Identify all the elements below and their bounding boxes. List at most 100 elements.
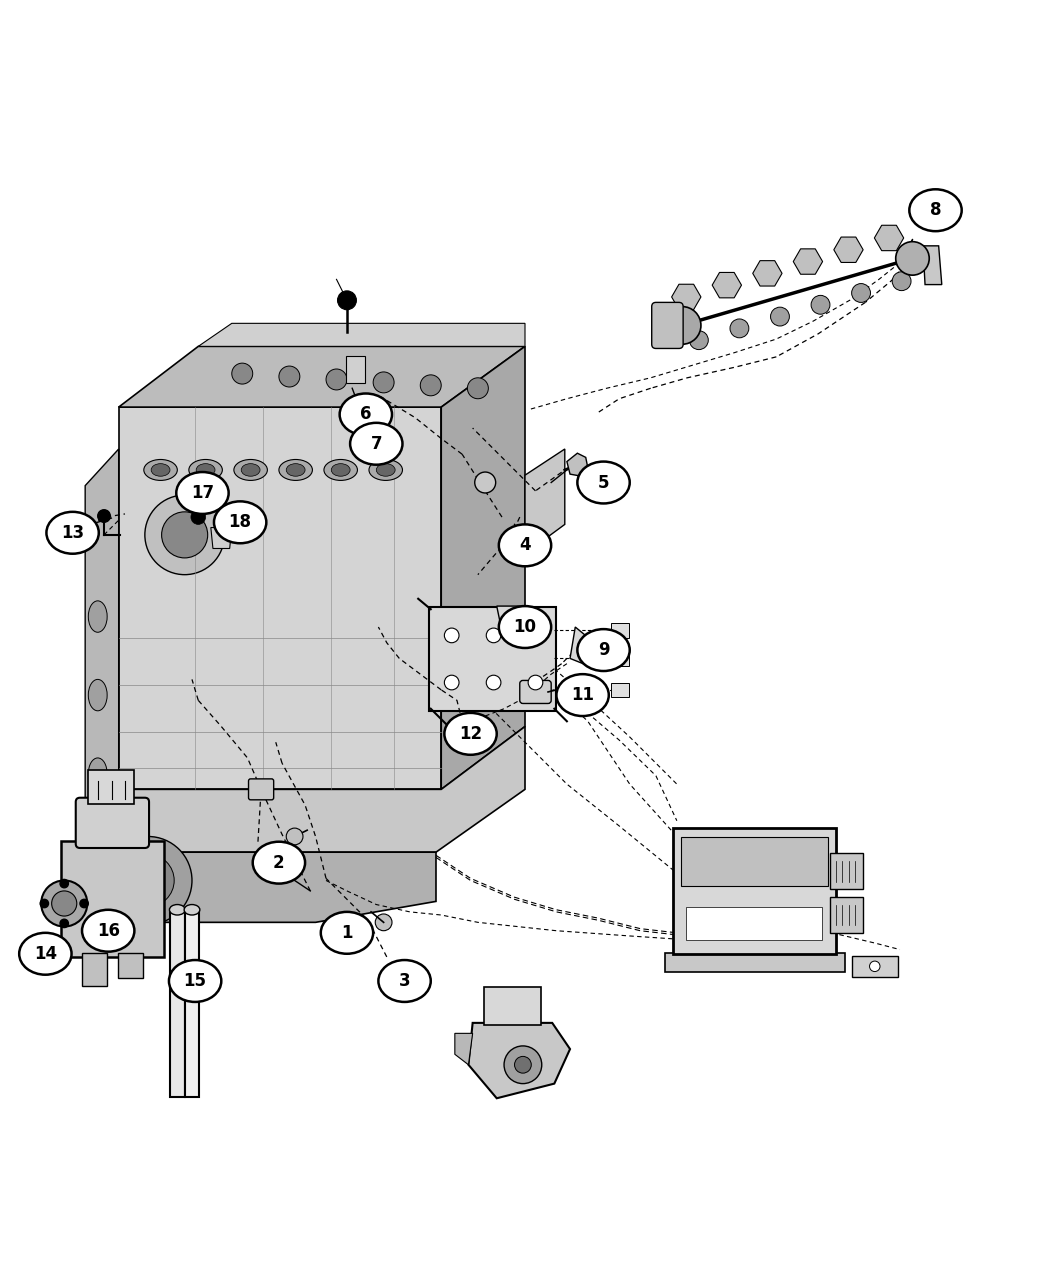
Text: 15: 15 xyxy=(184,972,207,989)
Text: 17: 17 xyxy=(191,484,214,502)
FancyBboxPatch shape xyxy=(520,681,551,704)
Text: 8: 8 xyxy=(929,201,941,219)
Circle shape xyxy=(486,676,501,690)
Circle shape xyxy=(327,368,346,390)
FancyBboxPatch shape xyxy=(185,909,200,1098)
Polygon shape xyxy=(441,347,525,789)
Polygon shape xyxy=(468,1023,570,1098)
FancyBboxPatch shape xyxy=(611,652,629,666)
FancyBboxPatch shape xyxy=(830,853,863,889)
Text: 9: 9 xyxy=(597,641,609,659)
FancyBboxPatch shape xyxy=(118,952,143,978)
Ellipse shape xyxy=(234,459,268,481)
FancyBboxPatch shape xyxy=(249,779,274,799)
Polygon shape xyxy=(525,449,565,553)
Circle shape xyxy=(504,1046,542,1084)
Ellipse shape xyxy=(339,394,392,435)
Ellipse shape xyxy=(499,524,551,566)
Circle shape xyxy=(528,629,543,643)
FancyBboxPatch shape xyxy=(345,356,364,382)
Ellipse shape xyxy=(184,904,200,915)
FancyBboxPatch shape xyxy=(611,682,629,697)
FancyBboxPatch shape xyxy=(830,898,863,933)
Circle shape xyxy=(892,272,911,291)
Polygon shape xyxy=(875,226,904,251)
Circle shape xyxy=(514,1057,531,1074)
Circle shape xyxy=(373,372,394,393)
Circle shape xyxy=(80,899,88,908)
Ellipse shape xyxy=(556,674,609,717)
Circle shape xyxy=(60,880,68,887)
Circle shape xyxy=(337,291,356,310)
Ellipse shape xyxy=(176,472,229,514)
Ellipse shape xyxy=(324,459,357,481)
Circle shape xyxy=(896,242,929,275)
Circle shape xyxy=(664,306,701,344)
Polygon shape xyxy=(119,407,441,789)
Ellipse shape xyxy=(189,459,223,481)
Circle shape xyxy=(162,511,208,558)
Ellipse shape xyxy=(19,933,71,974)
FancyBboxPatch shape xyxy=(88,770,134,805)
Circle shape xyxy=(486,629,501,643)
Circle shape xyxy=(375,914,392,931)
Text: 12: 12 xyxy=(459,725,482,743)
Polygon shape xyxy=(567,453,588,477)
FancyBboxPatch shape xyxy=(666,952,845,972)
Circle shape xyxy=(279,366,300,388)
Polygon shape xyxy=(85,449,119,922)
Ellipse shape xyxy=(350,423,402,464)
Polygon shape xyxy=(455,1033,472,1065)
Text: 7: 7 xyxy=(371,435,382,453)
Circle shape xyxy=(730,319,749,338)
Ellipse shape xyxy=(253,842,306,884)
Circle shape xyxy=(771,307,790,326)
FancyBboxPatch shape xyxy=(76,798,149,848)
Polygon shape xyxy=(570,627,598,667)
Ellipse shape xyxy=(444,713,497,755)
Polygon shape xyxy=(198,324,525,347)
Ellipse shape xyxy=(169,904,185,915)
Text: 13: 13 xyxy=(61,524,84,542)
Circle shape xyxy=(528,676,543,690)
Text: 5: 5 xyxy=(597,473,609,491)
Polygon shape xyxy=(793,249,822,274)
FancyBboxPatch shape xyxy=(611,623,629,638)
Polygon shape xyxy=(119,347,525,407)
Circle shape xyxy=(191,510,206,524)
Ellipse shape xyxy=(144,459,177,481)
Ellipse shape xyxy=(82,910,134,951)
Text: 2: 2 xyxy=(273,854,285,872)
Text: 6: 6 xyxy=(360,405,372,423)
Text: 14: 14 xyxy=(34,945,57,963)
Circle shape xyxy=(420,375,441,395)
FancyBboxPatch shape xyxy=(652,302,684,348)
Ellipse shape xyxy=(88,757,107,789)
Ellipse shape xyxy=(196,464,215,477)
Ellipse shape xyxy=(578,462,630,504)
Polygon shape xyxy=(753,260,782,286)
Circle shape xyxy=(444,676,459,690)
Ellipse shape xyxy=(88,601,107,632)
Circle shape xyxy=(51,891,77,915)
Circle shape xyxy=(60,919,68,928)
FancyBboxPatch shape xyxy=(484,987,541,1025)
Circle shape xyxy=(690,330,709,349)
FancyBboxPatch shape xyxy=(82,952,107,987)
Circle shape xyxy=(287,827,303,845)
FancyBboxPatch shape xyxy=(61,840,164,958)
Ellipse shape xyxy=(46,511,99,553)
Polygon shape xyxy=(923,246,942,284)
Ellipse shape xyxy=(331,464,350,477)
Ellipse shape xyxy=(378,960,430,1002)
Circle shape xyxy=(475,472,496,493)
Ellipse shape xyxy=(88,680,107,710)
Polygon shape xyxy=(834,237,863,263)
Text: 10: 10 xyxy=(513,618,537,636)
Ellipse shape xyxy=(578,629,630,671)
Ellipse shape xyxy=(214,501,267,543)
Polygon shape xyxy=(85,852,436,922)
Ellipse shape xyxy=(909,189,962,231)
Ellipse shape xyxy=(169,960,222,1002)
Circle shape xyxy=(869,961,880,972)
